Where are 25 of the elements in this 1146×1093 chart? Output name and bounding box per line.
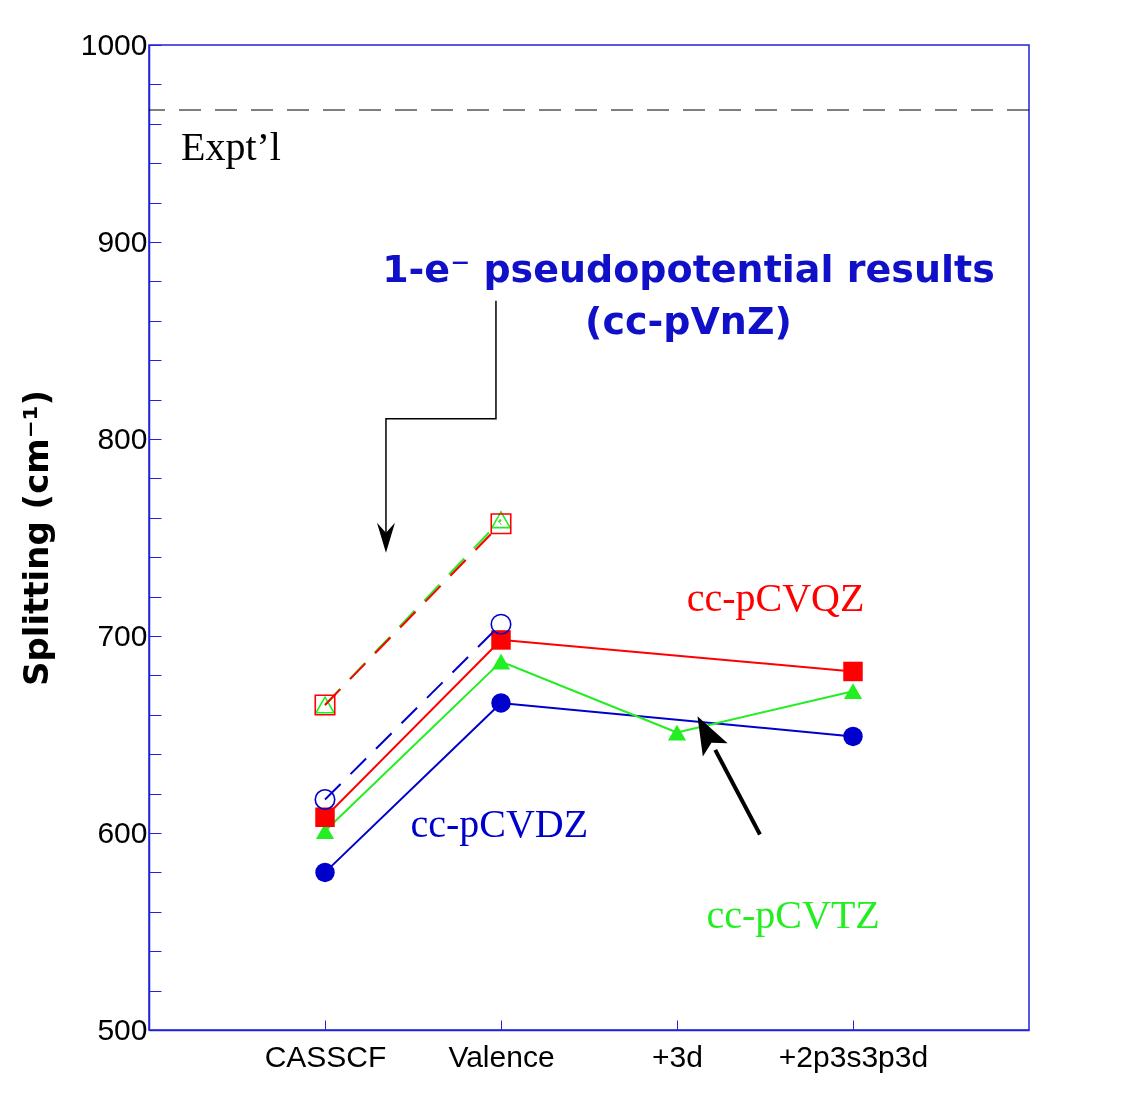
point (491, 653, 511, 670)
x-tick-label: +2p3s3p3d (778, 1039, 929, 1073)
y-tick-label: 1000 (80, 27, 148, 61)
y-tick-label: 600 (97, 815, 148, 849)
series-label: cc-pCVDZ (410, 801, 589, 847)
point (491, 630, 511, 650)
point (667, 724, 687, 741)
annotation: 1-e⁻ pseudopotential results (cc-pVnZ) (382, 246, 995, 343)
ref-line-label: Expt’l (181, 124, 281, 170)
point (490, 613, 512, 635)
y-tick-label: 900 (97, 224, 148, 258)
text: cc-pCVTZ (706, 891, 880, 937)
point (314, 788, 336, 811)
point (315, 862, 335, 883)
y-tick-label: 800 (97, 421, 148, 455)
point (491, 693, 511, 713)
y-axis-title: Splitting (cm⁻¹) (15, 389, 56, 687)
y-tick-label: 500 (97, 1012, 148, 1046)
y-tick-label: 700 (97, 618, 148, 652)
point (315, 807, 335, 827)
x-tick-label: CASSCF (264, 1039, 387, 1073)
x-tick-label: +3d (652, 1039, 703, 1073)
x-tick-label: Valence (448, 1039, 555, 1073)
series-label: cc-pCVQZ (686, 574, 865, 620)
point (843, 683, 863, 700)
